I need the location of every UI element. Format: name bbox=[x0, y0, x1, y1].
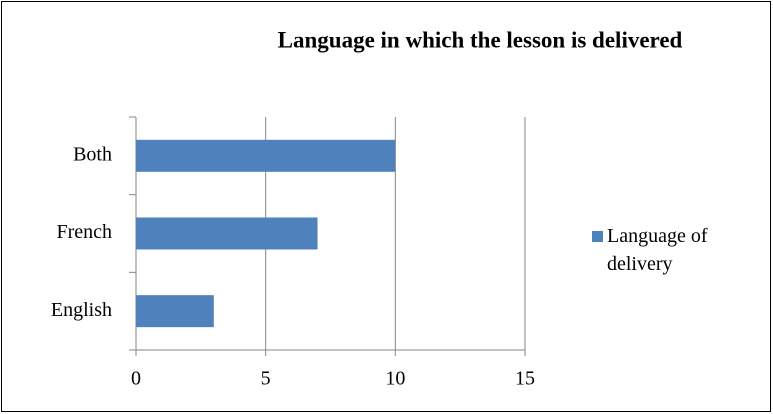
x-tick-label: 10 bbox=[385, 368, 405, 390]
legend-label: Language of delivery bbox=[607, 225, 708, 275]
bar bbox=[136, 295, 214, 328]
x-tick-label: 15 bbox=[515, 368, 535, 390]
legend-swatch bbox=[592, 231, 603, 242]
x-tick-label: 5 bbox=[261, 368, 271, 390]
y-tick-label: French bbox=[56, 221, 112, 243]
chart-title: Language in which the lesson is delivere… bbox=[278, 27, 683, 52]
y-tick-label: English bbox=[51, 299, 112, 321]
bar bbox=[136, 217, 318, 250]
y-tick-label: Both bbox=[73, 143, 112, 165]
x-tick-label: 0 bbox=[131, 368, 141, 390]
bar bbox=[136, 139, 396, 172]
